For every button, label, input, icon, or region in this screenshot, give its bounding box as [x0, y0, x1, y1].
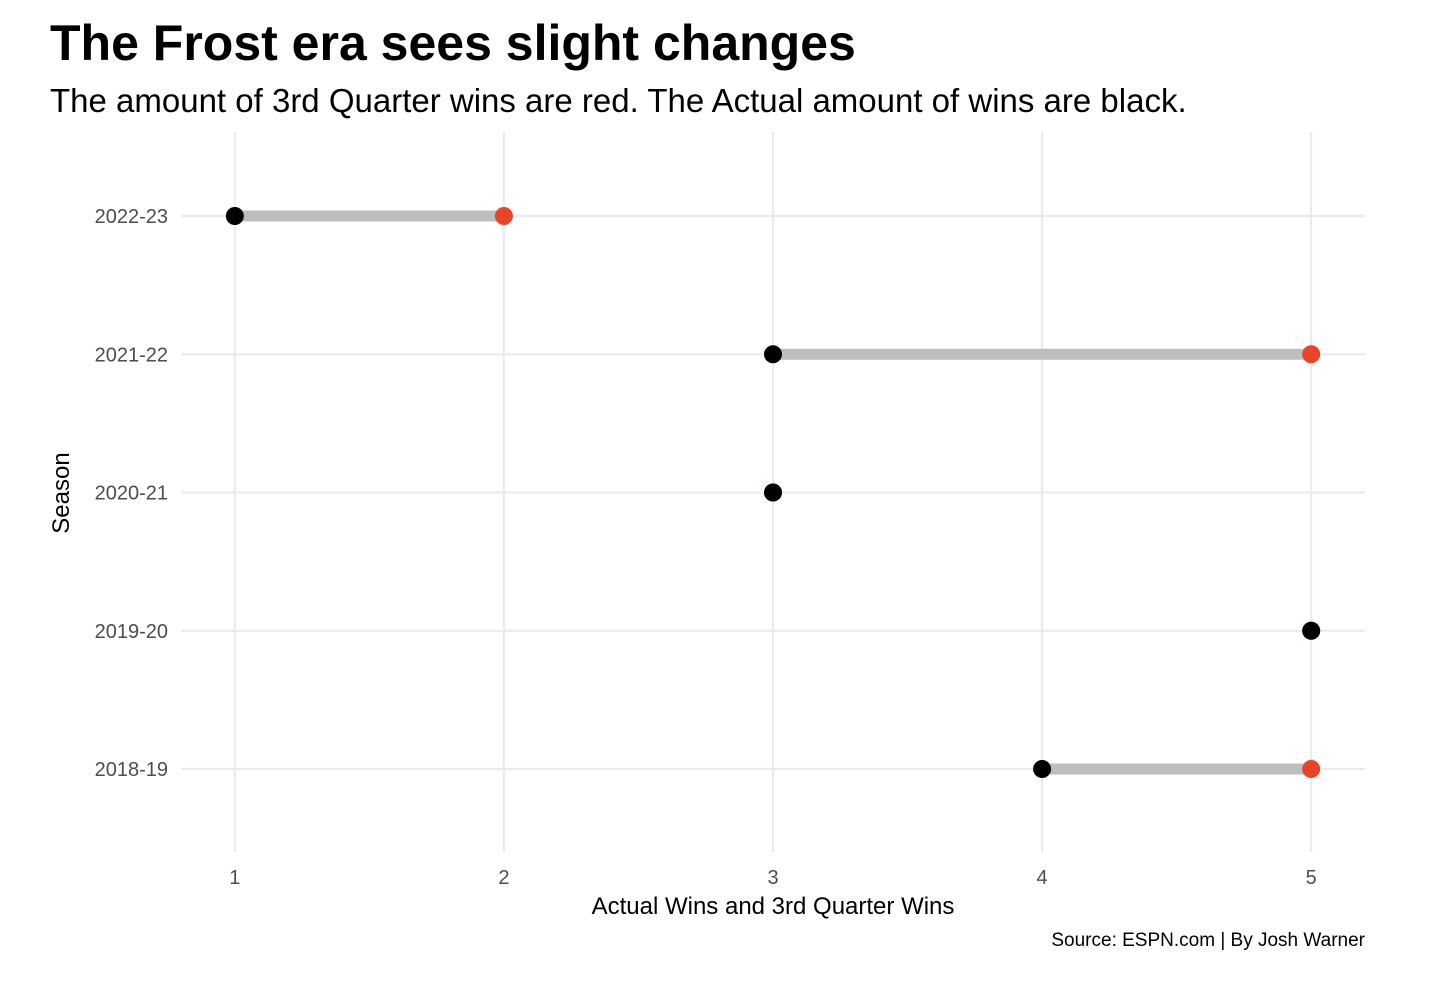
x-tick-label: 1	[229, 867, 240, 889]
third-quarter-wins-point	[1302, 345, 1321, 364]
actual-wins-point	[1033, 760, 1052, 778]
x-tick-label: 3	[767, 867, 778, 889]
y-tick-label: 2018-19	[95, 759, 168, 781]
x-tick-label: 4	[1037, 867, 1048, 889]
third-quarter-wins-point	[1302, 760, 1321, 778]
y-tick-label: 2022-23	[95, 206, 168, 228]
x-axis-title: Actual Wins and 3rd Quarter Wins	[592, 893, 955, 920]
y-tick-label: 2019-20	[95, 621, 168, 643]
y-axis-title: Season	[48, 452, 75, 533]
data-points	[225, 207, 1321, 778]
actual-wins-point	[764, 345, 782, 364]
x-axis-ticks: 1 2 3 4 5	[229, 867, 1316, 889]
x-tick-label: 2	[498, 867, 509, 889]
y-tick-label: 2020-21	[95, 483, 168, 505]
chart-title: The Frost era sees slight changes	[50, 15, 856, 71]
actual-wins-point	[225, 207, 244, 225]
actual-wins-point	[764, 483, 782, 502]
chart-subtitle: The amount of 3rd Quarter wins are red. …	[50, 82, 1187, 119]
y-tick-label: 2021-22	[95, 344, 168, 366]
dumbbell-segments	[234, 210, 1312, 775]
chart-caption: Source: ESPN.com | By Josh Warner	[1051, 930, 1365, 951]
actual-wins-point	[1302, 621, 1321, 640]
third-quarter-wins-point	[494, 207, 513, 225]
x-tick-label: 5	[1306, 867, 1317, 889]
y-axis-ticks: 2018-19 2019-20 2020-21 2021-22 2022-23	[95, 206, 168, 781]
